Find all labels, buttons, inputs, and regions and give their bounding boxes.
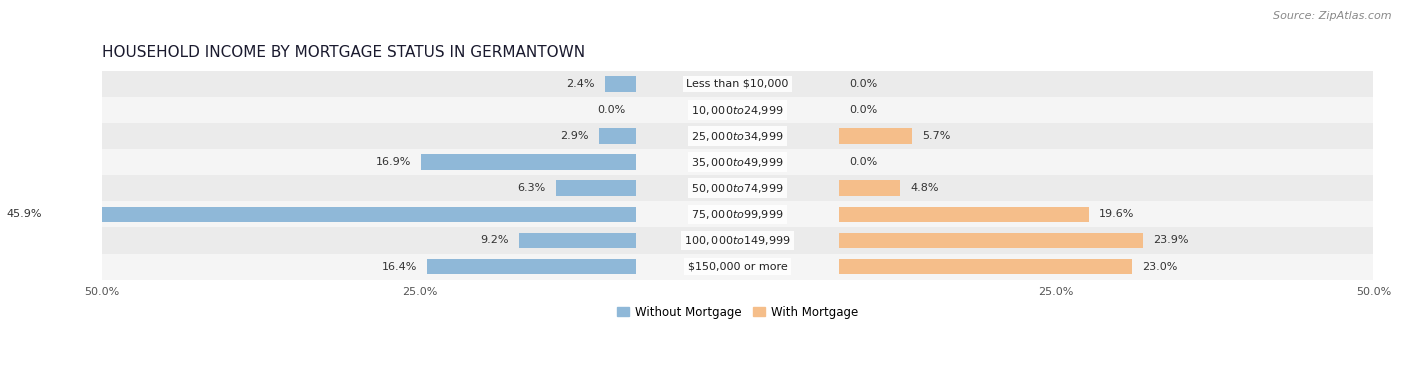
Bar (839, 259, 1132, 274)
Text: $25,000 to $34,999: $25,000 to $34,999 (692, 130, 783, 143)
Text: $35,000 to $49,999: $35,000 to $49,999 (692, 156, 783, 169)
Text: Source: ZipAtlas.com: Source: ZipAtlas.com (1274, 11, 1392, 21)
Bar (519, 232, 636, 248)
Text: 9.2%: 9.2% (479, 235, 509, 245)
Text: 19.6%: 19.6% (1098, 209, 1135, 219)
Text: 2.4%: 2.4% (567, 79, 595, 89)
Text: 6.3%: 6.3% (517, 183, 546, 193)
Bar (599, 128, 636, 144)
Bar (52, 206, 636, 222)
Text: 0.0%: 0.0% (849, 105, 877, 115)
Bar (839, 232, 1143, 248)
Bar (38, 254, 1406, 280)
Text: $50,000 to $74,999: $50,000 to $74,999 (692, 182, 783, 195)
Text: 16.4%: 16.4% (381, 262, 418, 271)
Text: $100,000 to $149,999: $100,000 to $149,999 (685, 234, 790, 247)
Text: 0.0%: 0.0% (849, 79, 877, 89)
Text: 45.9%: 45.9% (7, 209, 42, 219)
Bar (420, 154, 636, 170)
Bar (606, 76, 636, 92)
Bar (38, 201, 1406, 228)
Text: $10,000 to $24,999: $10,000 to $24,999 (692, 104, 783, 116)
Bar (38, 228, 1406, 254)
Text: 5.7%: 5.7% (922, 131, 950, 141)
Text: $75,000 to $99,999: $75,000 to $99,999 (692, 208, 783, 221)
Legend: Without Mortgage, With Mortgage: Without Mortgage, With Mortgage (612, 301, 863, 323)
Text: Less than $10,000: Less than $10,000 (686, 79, 789, 89)
Text: 23.9%: 23.9% (1153, 235, 1189, 245)
Text: 2.9%: 2.9% (560, 131, 589, 141)
Bar (38, 71, 1406, 97)
Text: 23.0%: 23.0% (1142, 262, 1177, 271)
Text: 16.9%: 16.9% (375, 157, 411, 167)
Text: 4.8%: 4.8% (911, 183, 939, 193)
Bar (38, 97, 1406, 123)
Bar (427, 259, 636, 274)
Bar (839, 180, 900, 196)
Bar (555, 180, 636, 196)
Text: HOUSEHOLD INCOME BY MORTGAGE STATUS IN GERMANTOWN: HOUSEHOLD INCOME BY MORTGAGE STATUS IN G… (101, 45, 585, 60)
Text: 0.0%: 0.0% (598, 105, 626, 115)
Bar (839, 128, 911, 144)
Bar (38, 175, 1406, 201)
Text: $150,000 or more: $150,000 or more (688, 262, 787, 271)
Bar (38, 149, 1406, 175)
Text: 0.0%: 0.0% (849, 157, 877, 167)
Bar (38, 123, 1406, 149)
Bar (839, 206, 1088, 222)
